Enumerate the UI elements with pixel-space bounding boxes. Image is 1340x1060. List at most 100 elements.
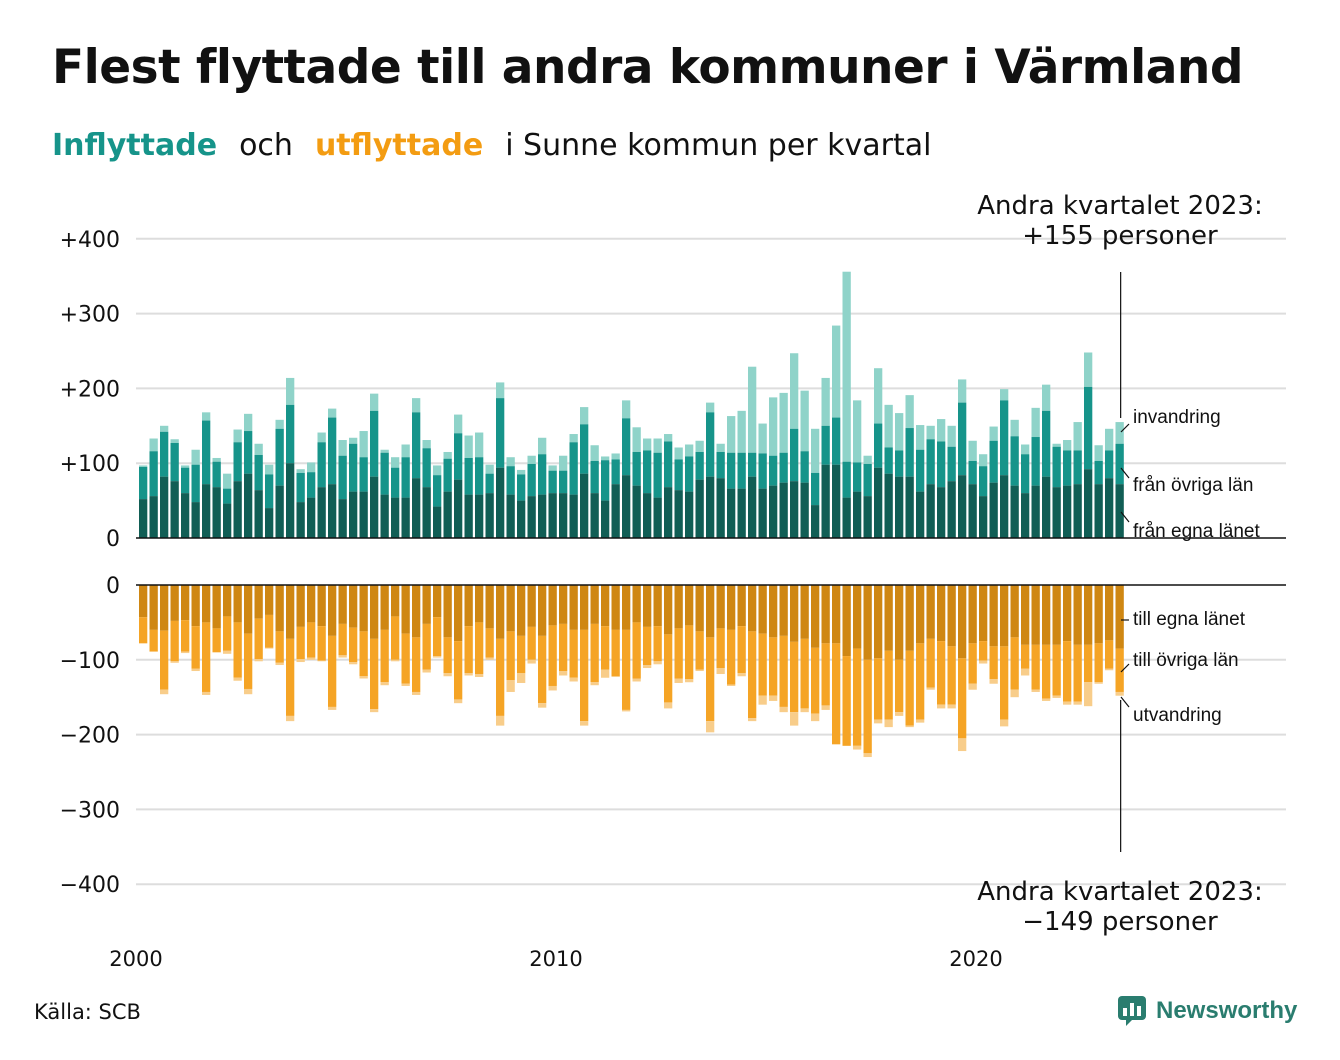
bar-out-other — [884, 650, 893, 720]
bar-out-other — [317, 626, 326, 661]
series-label-invandring: invandring — [1133, 407, 1221, 428]
bar-out-other — [296, 626, 305, 660]
bar-out-other — [632, 622, 641, 679]
bar-in-immig — [1115, 422, 1124, 444]
bar-in-immig — [1000, 389, 1009, 401]
bar-in-other — [874, 423, 883, 468]
bar-in-immig — [1021, 444, 1030, 455]
bar-out-other — [139, 617, 148, 644]
series-label-till-egna-lanet: till egna länet — [1133, 609, 1246, 630]
bar-in-other — [674, 459, 683, 491]
bar-in-other — [464, 457, 473, 495]
bar-in-immig — [380, 449, 389, 453]
bar-in-local — [674, 490, 683, 538]
bar-out-emig — [685, 679, 694, 683]
bar-out-emig — [706, 721, 715, 733]
bar-in-other — [244, 431, 253, 474]
bar-out-local — [727, 585, 736, 630]
bar-in-local — [727, 488, 736, 538]
bar-out-emig — [632, 678, 641, 682]
bar-out-other — [1105, 640, 1114, 669]
bar-in-other — [191, 464, 200, 503]
bar-out-other — [874, 658, 883, 720]
bar-in-local — [664, 487, 673, 538]
bar-in-local — [422, 487, 431, 538]
bar-in-local — [863, 496, 872, 538]
bar-out-other — [769, 637, 778, 696]
bar-out-other — [181, 620, 190, 652]
bar-in-other — [307, 472, 316, 498]
bar-out-other — [422, 623, 431, 670]
y-tick-label-top: +100 — [60, 452, 120, 477]
bar-in-local — [989, 482, 998, 538]
bar-in-immig — [1042, 384, 1051, 411]
bar-in-local — [191, 502, 200, 538]
bar-in-immig — [580, 407, 589, 425]
bar-out-emig — [622, 709, 631, 712]
bar-in-immig — [317, 432, 326, 443]
bar-out-local — [989, 585, 998, 647]
bar-in-local — [601, 500, 610, 538]
bar-in-other — [202, 420, 211, 485]
bar-in-local — [254, 490, 263, 538]
bar-out-local — [832, 585, 841, 644]
bar-in-immig — [254, 443, 263, 455]
bar-out-emig — [779, 706, 788, 713]
bar-in-other — [758, 453, 767, 489]
bar-in-immig — [800, 390, 809, 452]
bar-in-local — [811, 505, 820, 538]
bar-out-other — [727, 629, 736, 685]
bar-out-emig — [716, 668, 725, 675]
bar-out-local — [611, 585, 620, 630]
bar-in-local — [160, 476, 169, 538]
bar-out-emig — [317, 660, 326, 662]
bar-in-other — [769, 455, 778, 486]
bar-in-local — [139, 499, 148, 538]
bar-out-local — [769, 585, 778, 638]
bar-out-other — [958, 658, 967, 739]
bar-out-local — [1063, 585, 1072, 642]
bar-in-other — [349, 443, 358, 492]
bar-out-other — [580, 629, 589, 722]
bar-in-other — [1021, 454, 1030, 494]
bar-out-local — [223, 585, 232, 617]
bar-in-other — [842, 461, 851, 498]
bar-in-other — [517, 474, 526, 501]
bar-out-other — [391, 616, 400, 660]
bar-in-immig — [454, 414, 463, 434]
bar-out-local — [853, 585, 862, 649]
bar-in-local — [590, 493, 599, 538]
bar-in-immig — [727, 416, 736, 453]
bar-out-other — [286, 638, 295, 716]
bar-out-other — [779, 635, 788, 707]
bar-in-local — [685, 491, 694, 538]
bar-in-other — [601, 460, 610, 501]
bar-out-other — [674, 628, 683, 679]
bar-out-local — [821, 585, 830, 644]
bar-in-immig — [737, 410, 746, 453]
bar-in-local — [485, 493, 494, 538]
bar-in-local — [538, 494, 547, 538]
bar-out-emig — [1105, 668, 1114, 671]
bar-out-local — [1021, 585, 1030, 645]
bar-in-immig — [916, 425, 925, 450]
bar-out-other — [338, 623, 347, 656]
bar-out-local — [674, 585, 683, 629]
bar-in-other — [590, 460, 599, 494]
bar-out-local — [737, 585, 746, 627]
bar-in-immig — [1052, 443, 1061, 447]
bar-out-local — [349, 585, 358, 628]
bar-out-local — [328, 585, 337, 636]
bar-in-immig — [349, 437, 358, 444]
bar-in-other — [380, 452, 389, 495]
bar-in-local — [622, 475, 631, 538]
bar-in-other — [527, 463, 536, 497]
bar-out-other — [737, 626, 746, 674]
bar-in-immig — [695, 440, 704, 452]
bar-in-local — [391, 497, 400, 538]
bar-out-local — [800, 585, 809, 639]
bar-out-other — [254, 618, 263, 660]
bar-out-local — [443, 585, 452, 638]
bar-in-immig — [748, 366, 757, 453]
bar-in-other — [359, 457, 368, 492]
